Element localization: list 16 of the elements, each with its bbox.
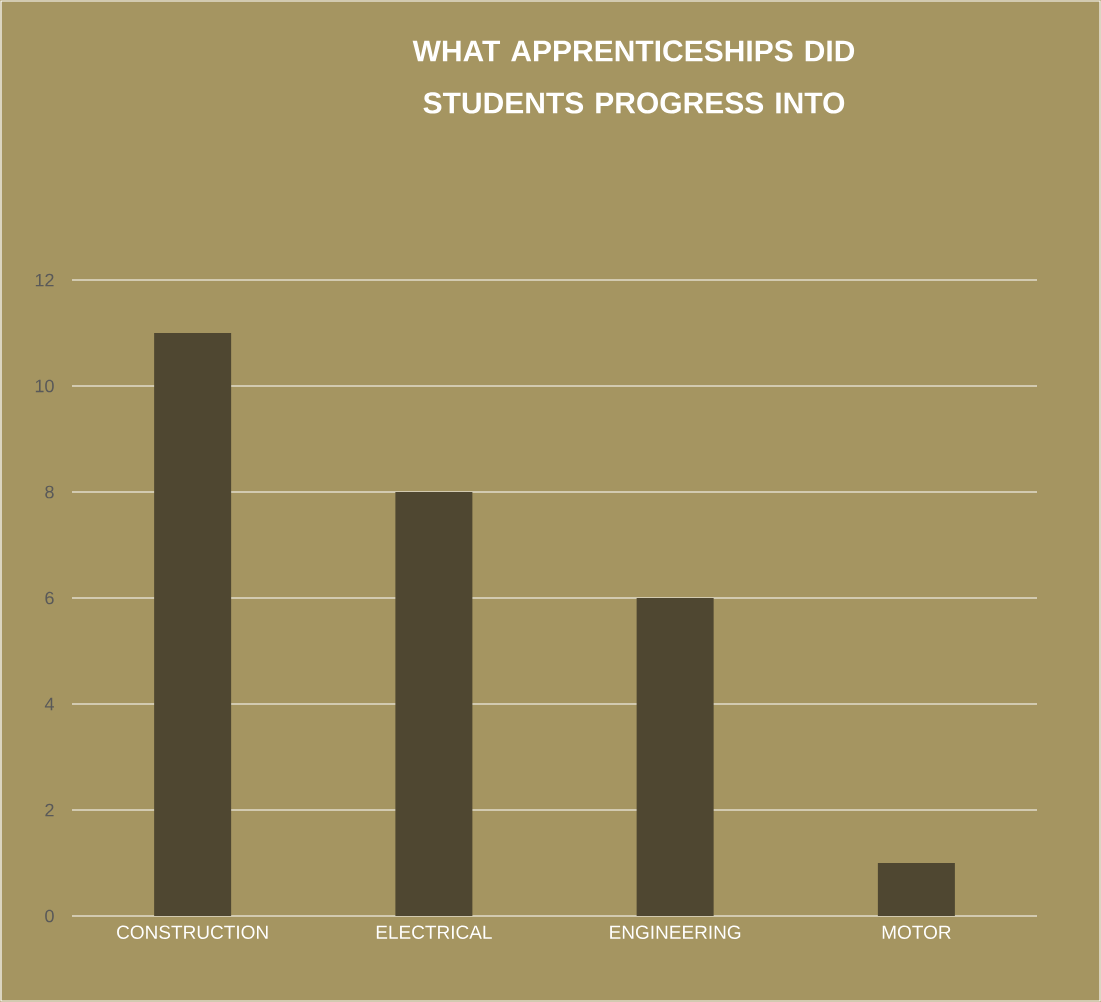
bar	[154, 332, 232, 916]
y-tick-label: 0	[45, 909, 54, 923]
y-tick-label: 6	[45, 591, 54, 605]
x-tick-label: ELECTRICAL	[376, 925, 492, 939]
x-tick-label: ENGINEERING	[610, 925, 741, 939]
y-tick-label: 2	[45, 803, 54, 817]
x-tick-label: CONSTRUCTION	[117, 925, 268, 939]
x-tick-label: MOTOR	[882, 925, 951, 939]
chart-title: WHAT APPRENTICESHIPS DID STUDENTS PROGRESS INTO	[412, 40, 855, 114]
y-tick-label: 10	[35, 379, 54, 393]
y-tick-label: 12	[35, 273, 54, 287]
bar	[877, 863, 955, 916]
bar	[636, 598, 714, 916]
bar	[395, 492, 473, 916]
y-tick-label: 4	[44, 697, 54, 711]
y-tick-label: 8	[45, 485, 54, 499]
